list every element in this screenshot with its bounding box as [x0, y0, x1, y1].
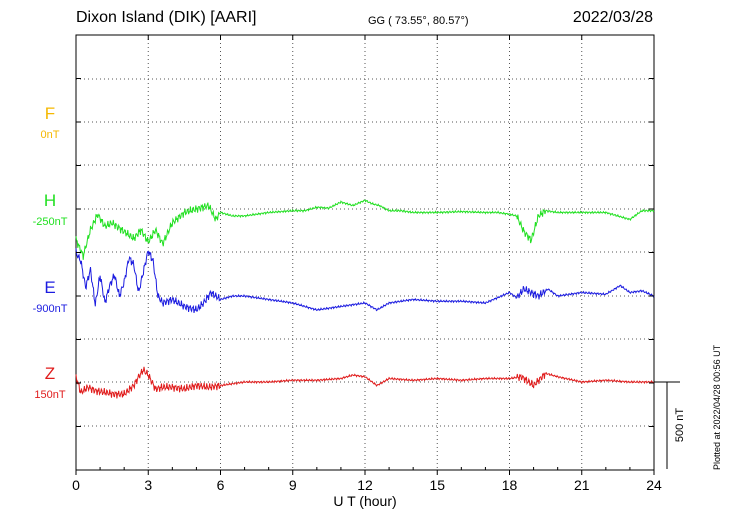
plot-date: 2022/03/28 [572, 9, 653, 26]
x-tick-label: 12 [357, 477, 373, 493]
series-baseline-Z: 150nT [34, 389, 65, 401]
series-name-H: H [44, 191, 56, 210]
series-line-E [75, 248, 655, 313]
scale-bar-label: 500 nT [674, 408, 686, 443]
x-tick-label: 6 [217, 477, 225, 493]
station-title: Dixon Island (DIK) [AARI] [76, 9, 257, 26]
x-tick-label: 18 [502, 477, 518, 493]
x-axis-label: U T (hour) [333, 493, 396, 509]
x-tick-label: 0 [72, 477, 80, 493]
grid-lines [76, 35, 654, 470]
series-baseline-E: -900nT [33, 303, 68, 315]
plotted-timestamp: Plotted at 2022/04/28 00:56 UT [712, 344, 722, 470]
x-tick-label: 24 [646, 477, 662, 493]
series-baseline-H: -250nT [33, 216, 68, 228]
x-axis: 0 3 6 9 12 15 18 21 24 U T (hour) [72, 34, 662, 509]
series-labels: F 0nT H -250nT E -900nT Z 150nT [33, 104, 68, 401]
series-name-E: E [44, 278, 55, 297]
scale-bar: 500 nT [654, 381, 686, 469]
x-tick-label: 21 [574, 477, 590, 493]
series-baseline-F: 0nT [41, 129, 60, 141]
series-traces [75, 199, 655, 399]
series-name-F: F [45, 104, 55, 123]
series-name-Z: Z [45, 364, 55, 383]
station-coordinates: GG ( 73.55°, 80.57°) [368, 15, 469, 27]
series-line-H [75, 199, 655, 260]
x-tick-label: 9 [289, 477, 297, 493]
series-line-Z [75, 366, 655, 399]
x-tick-label: 15 [429, 477, 445, 493]
x-tick-label: 3 [144, 477, 152, 493]
